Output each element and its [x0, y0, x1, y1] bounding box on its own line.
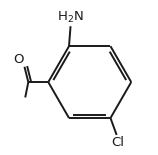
Text: Cl: Cl: [112, 136, 125, 149]
Text: O: O: [13, 53, 24, 66]
Text: H$_2$N: H$_2$N: [57, 10, 84, 25]
